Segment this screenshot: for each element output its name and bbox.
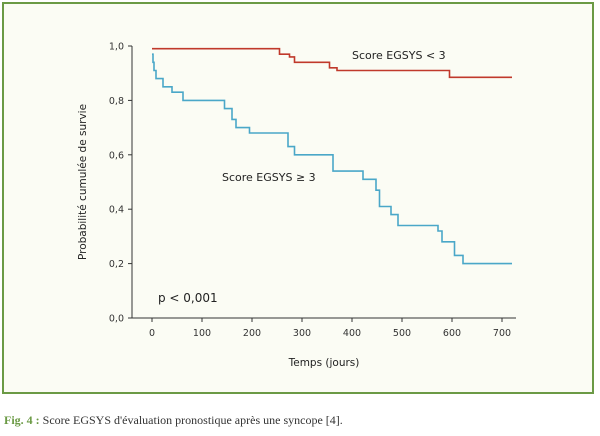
x-tick-label: 0 [149,328,155,339]
x-tick-label: 500 [393,328,411,339]
y-axis-title: Probabilité cumulée de survie [77,104,89,260]
x-tick-label: 200 [243,328,261,339]
figure-caption-text: Score EGSYS d'évaluation pronostique apr… [39,413,343,427]
x-tick-label: 600 [443,328,461,339]
x-ticks: 0 100 200 300 400 500 600 700 [149,318,511,339]
x-tick-label: 300 [293,328,311,339]
y-tick-label: 0,8 [109,96,124,107]
survival-curve-low-score [152,47,512,79]
y-ticks: 0,0 0,2 0,4 0,6 0,8 1,0 [109,42,132,325]
series-label-low-score: Score EGSYS < 3 [352,49,446,62]
y-tick-label: 0,4 [109,205,124,216]
y-tick-label: 1,0 [109,42,124,53]
y-tick-label: 0,6 [109,150,124,161]
x-tick-label: 400 [343,328,361,339]
figure-caption: Fig. 4 : Score EGSYS d'évaluation pronos… [4,413,343,428]
survival-curve-high-score [152,53,512,265]
figure-caption-label: Fig. 4 : [4,413,40,427]
km-survival-chart: 0,0 0,2 0,4 0,6 0,8 1,0 0 100 200 300 400 500 600 70… [77,42,516,369]
x-tick-label: 700 [493,328,511,339]
y-tick-label: 0,0 [109,314,124,325]
axes [131,46,516,319]
x-axis-title: Temps (jours) [288,357,360,369]
p-value-annotation: p < 0,001 [158,291,218,305]
figure-frame [2,2,594,394]
y-tick-label: 0,2 [109,259,124,270]
series-layer [152,47,512,265]
x-tick-label: 100 [193,328,211,339]
series-label-high-score: Score EGSYS ≥ 3 [222,171,316,184]
